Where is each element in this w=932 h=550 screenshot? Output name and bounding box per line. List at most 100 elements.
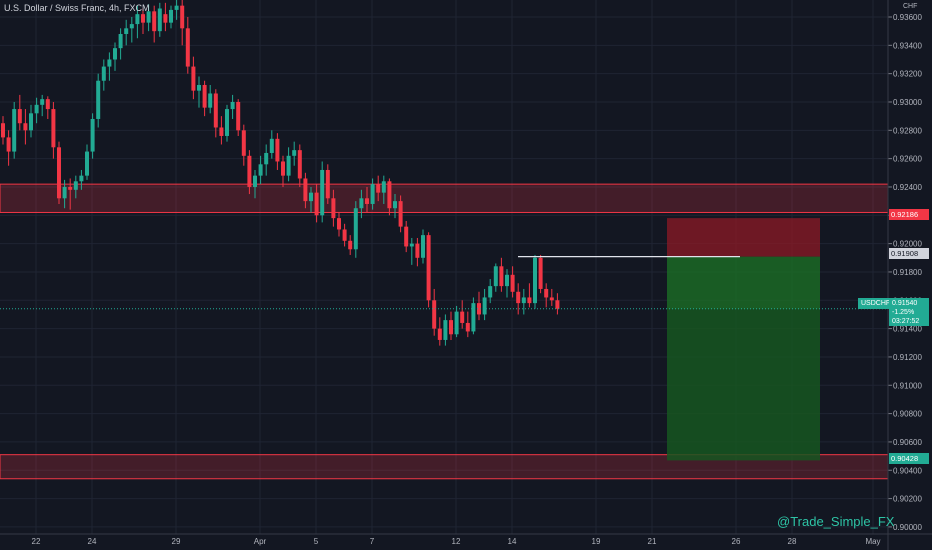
- target-level-price-tag: 0.90428: [889, 453, 929, 464]
- candle-body: [51, 109, 56, 148]
- candle-body: [348, 240, 353, 250]
- candle-body: [12, 109, 17, 152]
- candlestick-series: [1, 0, 560, 346]
- candle-body: [213, 93, 218, 128]
- candle-body: [337, 218, 341, 230]
- candle-body: [124, 28, 129, 34]
- candle-body: [482, 297, 487, 315]
- candle-body: [174, 5, 179, 10]
- candle-body: [538, 257, 543, 289]
- candle-body: [555, 300, 560, 309]
- short-position-tool[interactable]: [667, 218, 820, 461]
- current-price-value: 0.91540: [892, 300, 918, 307]
- candle-body: [118, 33, 123, 49]
- y-tick-label: 0.92400: [893, 183, 922, 192]
- y-tick-label: 0.90000: [893, 523, 922, 532]
- candle-body: [191, 66, 196, 91]
- time-axis[interactable]: 22 24 29 Apr 5 7 12 14 19 21 26 28 May: [0, 533, 932, 546]
- candle-body: [505, 274, 509, 287]
- candle-body: [17, 109, 22, 124]
- candle-body: [152, 11, 157, 32]
- current-price-tag: 0.91540 -1.25% 03:27:52: [889, 298, 929, 326]
- candle-body: [465, 322, 470, 332]
- candle-body: [225, 109, 229, 136]
- candle-body: [549, 297, 554, 301]
- y-tick-label: 0.90400: [893, 466, 922, 475]
- x-tick-label: 29: [172, 537, 181, 546]
- take-profit-area: [667, 256, 820, 461]
- candle-body: [370, 184, 375, 204]
- candle-body: [437, 328, 442, 340]
- candle-body: [85, 151, 89, 176]
- symbol-price-tag: USDCHF: [858, 298, 894, 309]
- stop-loss-area: [667, 218, 820, 257]
- candle-body: [197, 84, 201, 91]
- candle-body: [113, 48, 117, 60]
- candle-body: [521, 297, 526, 304]
- candle-body: [208, 93, 213, 108]
- current-price-change: -1.25%: [892, 309, 915, 316]
- x-tick-label: 26: [732, 537, 741, 546]
- candle-body: [499, 266, 504, 287]
- candle-body: [320, 169, 325, 216]
- candle-body: [387, 181, 392, 209]
- upper-level-price-tag: 0.92186: [889, 209, 929, 220]
- candle-body: [135, 14, 140, 25]
- candle-body: [146, 11, 151, 23]
- symbol-title[interactable]: U.S. Dollar / Swiss Franc, 4h, FXCM: [4, 3, 150, 13]
- candle-body: [29, 113, 33, 131]
- y-tick-label: 0.92000: [893, 240, 922, 249]
- candle-body: [23, 123, 28, 131]
- x-tick-label: May: [865, 537, 880, 546]
- candle-body: [236, 101, 241, 131]
- y-tick-label: 0.91400: [893, 325, 922, 334]
- candle-body: [510, 274, 515, 292]
- candle-body: [404, 226, 409, 247]
- candle-body: [286, 155, 291, 176]
- remaining-profit-area: [667, 308, 820, 461]
- candle-body: [157, 8, 162, 32]
- candle-body: [292, 150, 297, 156]
- candle-body: [325, 169, 330, 199]
- candle-body: [415, 243, 420, 258]
- price-axis[interactable]: 0.93600 0.93400 0.93200 0.93000 0.92800 0.926…: [887, 0, 922, 550]
- candle-body: [443, 320, 448, 340]
- candle-body: [398, 201, 403, 227]
- candle-body: [185, 28, 190, 67]
- candle-body: [454, 311, 459, 335]
- currency-label: CHF: [903, 3, 918, 10]
- candle-body: [342, 229, 347, 241]
- candle-body: [6, 137, 11, 152]
- y-tick-label: 0.91200: [893, 353, 922, 362]
- candle-body: [409, 243, 414, 247]
- candle-body: [180, 5, 185, 29]
- x-tick-label: 19: [592, 537, 601, 546]
- candle-body: [281, 161, 285, 176]
- x-tick-label: 14: [508, 537, 517, 546]
- candle-body: [129, 24, 134, 29]
- y-tick-label: 0.90200: [893, 495, 922, 504]
- candle-body: [62, 186, 67, 199]
- candle-body: [40, 99, 45, 105]
- x-tick-label: 21: [648, 537, 657, 546]
- y-tick-label: 0.90800: [893, 410, 922, 419]
- candle-body: [247, 155, 252, 187]
- candle-body: [141, 14, 145, 23]
- candle-body: [230, 101, 235, 110]
- resistance-support-zones: [0, 183, 889, 480]
- candle-body: [101, 66, 106, 81]
- y-tick-label: 0.91000: [893, 381, 922, 390]
- candle-body: [314, 192, 319, 216]
- candle-body: [421, 235, 425, 258]
- candle-body: [533, 257, 537, 304]
- candle-body: [393, 201, 397, 209]
- candle-body: [219, 127, 224, 136]
- candle-body: [309, 192, 313, 202]
- candle-body: [381, 181, 386, 193]
- candle-body: [331, 198, 336, 219]
- candle-body: [68, 186, 73, 190]
- candle-body: [163, 14, 168, 23]
- candle-body: [269, 138, 274, 153]
- author-watermark: @Trade_Simple_FX: [777, 514, 895, 529]
